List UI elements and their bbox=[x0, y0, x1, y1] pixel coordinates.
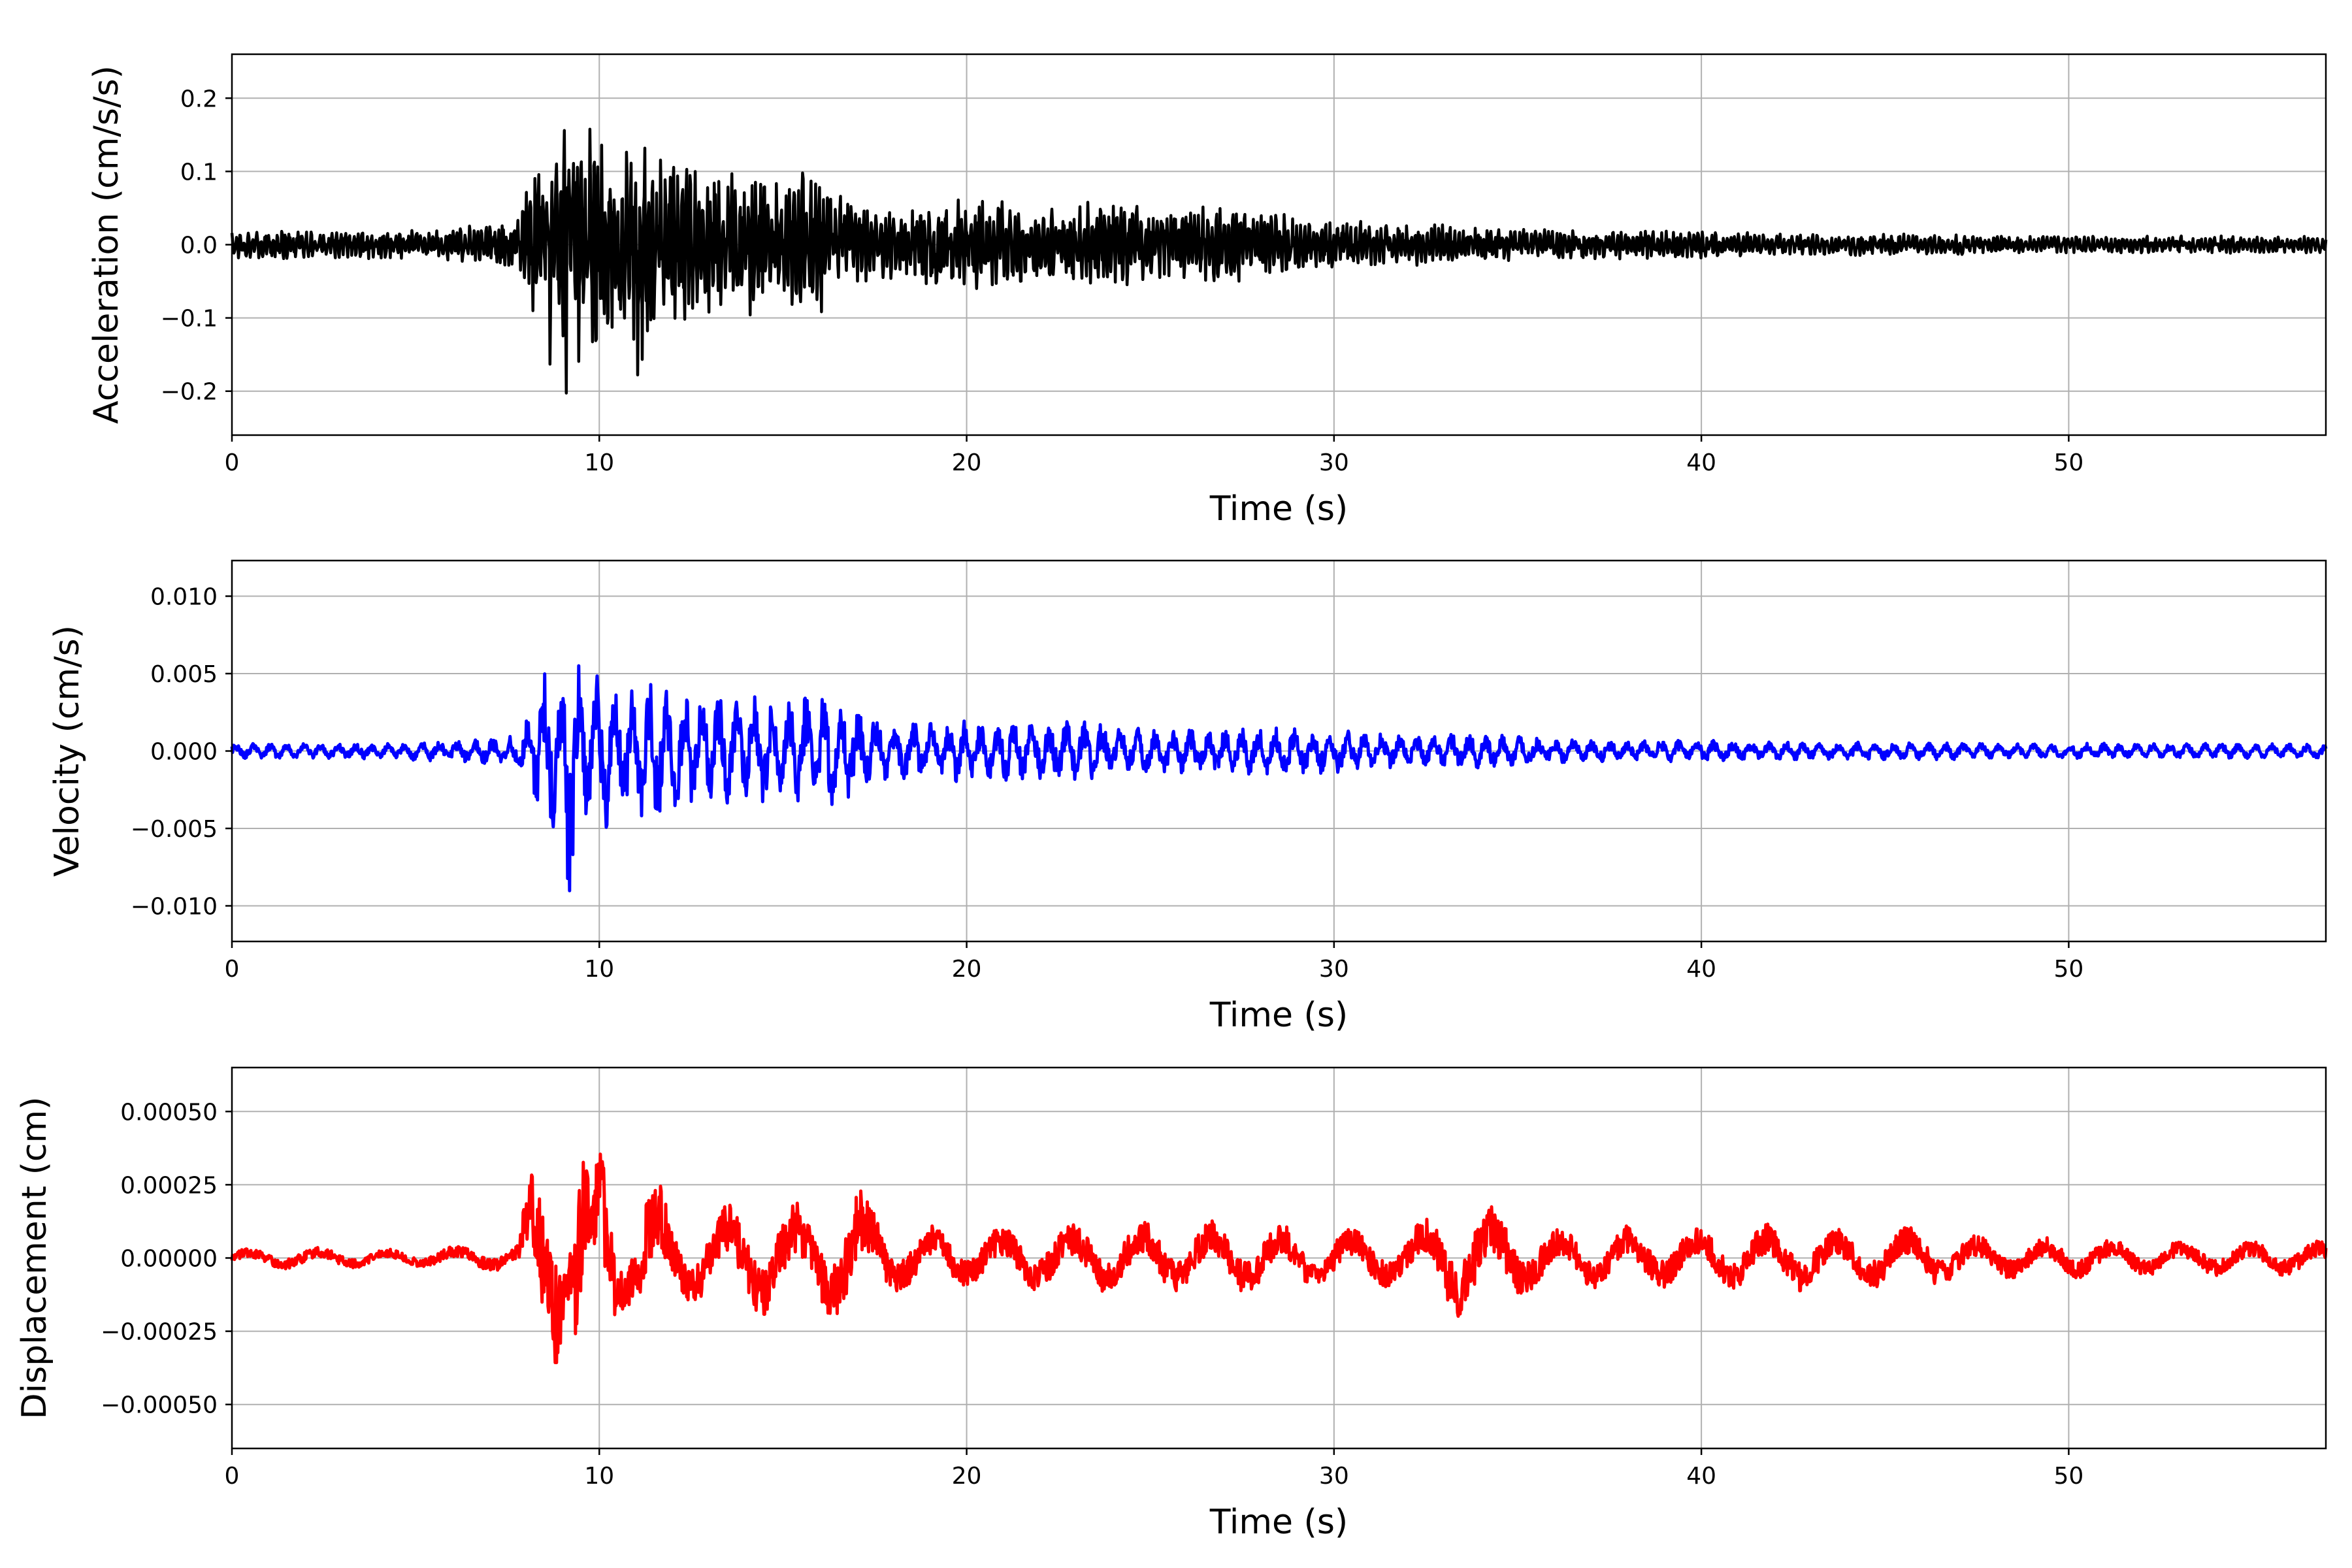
x-tick-label: 50 bbox=[2053, 449, 2083, 476]
y-axis-label: Displacement (cm) bbox=[15, 1097, 54, 1420]
y-tick-label: 0.005 bbox=[150, 661, 218, 688]
y-axis-label: Acceleration (cm/s/s) bbox=[87, 65, 126, 424]
y-tick-label: −0.00025 bbox=[101, 1319, 218, 1346]
x-tick-label: 10 bbox=[584, 449, 614, 476]
x-tick-label: 30 bbox=[1319, 956, 1349, 983]
y-tick-label: −0.005 bbox=[131, 816, 218, 843]
y-tick-label: −0.2 bbox=[161, 379, 218, 406]
y-tick-label: 0.00000 bbox=[120, 1246, 218, 1273]
x-tick-label: 40 bbox=[1686, 1463, 1716, 1490]
panels: 0 10 20 30 40 50 −0.2 −0.1 0.0 0.1 0.2 Time (s) Acce… bbox=[15, 53, 2328, 1542]
x-tick-label: 20 bbox=[952, 449, 982, 476]
x-axis-label: Time (s) bbox=[1209, 996, 1348, 1035]
y-tick-label: 0.00025 bbox=[120, 1172, 218, 1199]
y-tick-label: 0.000 bbox=[150, 739, 218, 766]
y-tick-label: −0.00050 bbox=[101, 1392, 218, 1419]
x-tick-label: 10 bbox=[584, 1463, 614, 1490]
x-tick-label: 20 bbox=[952, 1463, 982, 1490]
x-tick-label: 40 bbox=[1686, 449, 1716, 476]
x-tick-label: 50 bbox=[2053, 1463, 2083, 1490]
y-tick-label: 0.1 bbox=[180, 159, 218, 186]
x-tick-label: 40 bbox=[1686, 956, 1716, 983]
x-tick-label: 0 bbox=[225, 449, 240, 476]
velocity-series-line bbox=[230, 664, 2328, 892]
x-tick-label: 30 bbox=[1319, 1463, 1349, 1490]
y-tick-label: −0.1 bbox=[161, 306, 218, 333]
x-tick-label: 30 bbox=[1319, 449, 1349, 476]
x-tick-label: 0 bbox=[225, 1463, 240, 1490]
y-tick-label: −0.010 bbox=[131, 893, 218, 920]
x-tick-label: 0 bbox=[225, 956, 240, 983]
y-tick-label: 0.0 bbox=[180, 233, 218, 259]
y-tick-label: 0.010 bbox=[150, 584, 218, 611]
displacement-series-line bbox=[230, 1152, 2328, 1365]
velocity-panel: 0 10 20 30 40 50 −0.010 −0.005 0.000 0.005 0.010 Ti… bbox=[48, 559, 2328, 1035]
x-axis-label: Time (s) bbox=[1209, 1503, 1348, 1542]
x-tick-label: 10 bbox=[584, 956, 614, 983]
acceleration-panel: 0 10 20 30 40 50 −0.2 −0.1 0.0 0.1 0.2 Time (s) Acce… bbox=[87, 53, 2328, 529]
x-axis-label: Time (s) bbox=[1209, 489, 1348, 529]
x-tick-label: 20 bbox=[952, 956, 982, 983]
acceleration-series-line bbox=[230, 127, 2328, 395]
displacement-panel: 0 10 20 30 40 50 −0.00050 −0.00025 0.00000 0.0002… bbox=[15, 1066, 2328, 1542]
x-tick-label: 50 bbox=[2053, 956, 2083, 983]
y-axis-label: Velocity (cm/s) bbox=[48, 625, 87, 877]
y-tick-label: 0.2 bbox=[180, 86, 218, 112]
y-tick-label: 0.00050 bbox=[120, 1099, 218, 1126]
